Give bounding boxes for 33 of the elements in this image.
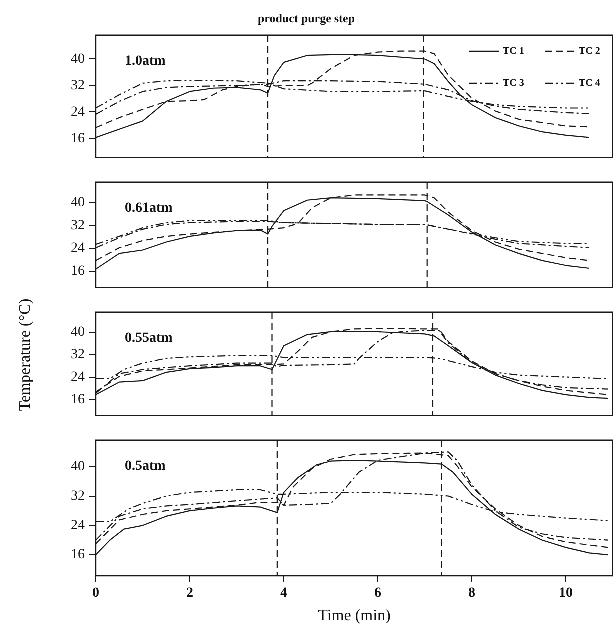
y-tick-label: 40 <box>71 325 85 340</box>
x-tick-label: 4 <box>280 586 288 602</box>
y-tick-label: 40 <box>71 196 85 211</box>
annotation: 0.61atm <box>125 201 174 216</box>
x-axis-title: Time (min) <box>318 608 391 625</box>
y-tick-label: 32 <box>71 78 85 94</box>
y-tick-label: 40 <box>71 460 85 475</box>
x-tick-label: 2 <box>186 586 194 602</box>
legend-label: TC 3 <box>503 78 524 89</box>
x-tick-label: 10 <box>559 586 573 602</box>
y-tick-label: 16 <box>71 548 85 563</box>
annotation: 1.0atm <box>125 54 166 70</box>
y-tick-label: 16 <box>71 392 85 408</box>
y-tick-label: 16 <box>71 131 85 146</box>
y-tick-label: 32 <box>71 348 85 363</box>
annotation: 0.55atm <box>125 331 174 346</box>
legend-label: TC 4 <box>579 78 600 89</box>
y-tick-label: 32 <box>71 488 85 504</box>
y-axis-title: Temperature (°C) <box>17 298 35 412</box>
chart-title: product purge step <box>258 11 356 26</box>
y-tick-label: 24 <box>71 241 85 256</box>
x-tick-label: 8 <box>468 586 476 602</box>
legend-label: TC 2 <box>579 46 600 57</box>
x-tick-label: 6 <box>374 586 382 602</box>
y-tick-label: 24 <box>71 104 85 120</box>
y-tick-label: 32 <box>71 218 85 234</box>
annotation: 0.5atm <box>125 459 166 474</box>
y-tick-label: 24 <box>71 370 85 385</box>
y-tick-label: 40 <box>71 52 85 67</box>
x-tick-label: 0 <box>92 586 100 602</box>
legend-label: TC 1 <box>503 46 524 57</box>
y-tick-label: 16 <box>71 264 85 280</box>
y-tick-label: 24 <box>71 518 85 534</box>
